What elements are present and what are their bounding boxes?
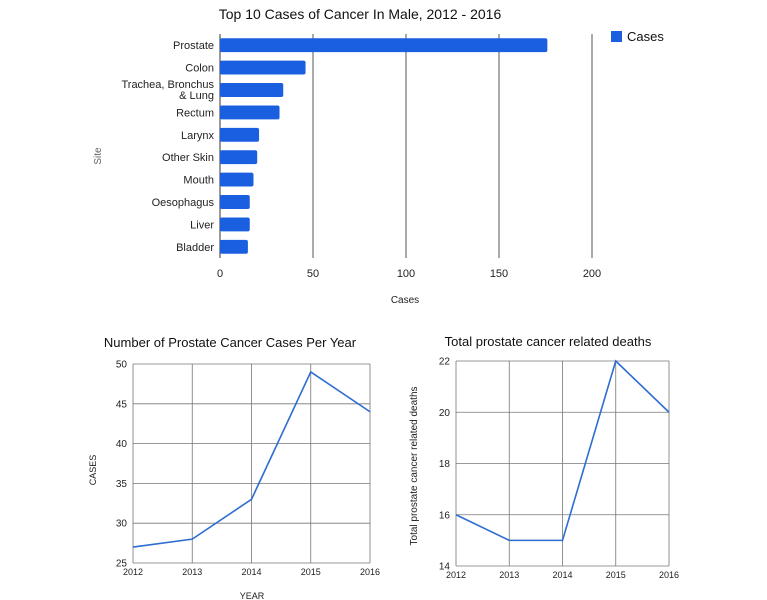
chart2-title: Number of Prostate Cancer Cases Per Year: [104, 335, 357, 350]
chart1-x-tick-label: 150: [490, 268, 508, 280]
chart2-y-tick-label: 35: [116, 479, 128, 490]
chart1-category-label: Mouth: [183, 175, 214, 187]
chart1-bar: [220, 83, 284, 97]
chart1-bar: [220, 150, 258, 165]
chart3-y-tick-label: 18: [439, 459, 451, 470]
chart1-category-label-line: Trachea, Bronchus: [121, 79, 214, 91]
chart1-category-label-line: Mouth: [183, 175, 214, 187]
chart2-y-tick-label: 40: [116, 439, 128, 450]
chart1-bar: [220, 105, 280, 120]
chart1-bar: [220, 239, 248, 254]
chart1-title: Top 10 Cases of Cancer In Male, 2012 - 2…: [219, 6, 502, 22]
chart1-x-tick-label: 0: [217, 268, 223, 280]
chart2-x-axis-label: YEAR: [240, 591, 265, 600]
chart1-bar: [220, 217, 250, 232]
chart1-legend-label: Cases: [627, 29, 664, 44]
chart1-bar: [220, 60, 306, 75]
chart1-category-label: Bladder: [176, 242, 214, 254]
chart2-x-tick-label: 2015: [301, 567, 321, 577]
chart1-x-tick-label: 100: [397, 268, 415, 280]
chart1-category-label: Liver: [190, 219, 214, 231]
chart3-y-tick-label: 22: [439, 357, 451, 368]
chart2-x-tick-label: 2014: [241, 567, 261, 577]
chart1-category-label-line: Bladder: [176, 242, 214, 254]
chart1-category-label: Trachea, Bronchus & Lung: [121, 79, 214, 102]
chart1-category-label: Rectum: [176, 107, 214, 119]
chart2-y-axis-label: CASES: [88, 455, 98, 486]
chart3-y-tick-label: 20: [439, 408, 451, 419]
chart1-category-label-line: Rectum: [176, 107, 214, 119]
chart1-category-label-line: & Lung: [179, 90, 214, 102]
chart1-category-label-line: Other Skin: [162, 152, 214, 164]
chart1-bar: [220, 172, 254, 187]
chart3-y-tick-label: 14: [439, 562, 451, 573]
chart1-category-label: Oesophagus: [152, 197, 215, 209]
chart3-x-tick-label: 2016: [659, 570, 679, 580]
chart1-category-label-line: Oesophagus: [152, 197, 215, 209]
chart2-y-tick-label: 45: [116, 399, 128, 410]
chart2-y-tick-label: 50: [116, 360, 128, 371]
chart1-category-label: Prostate: [173, 40, 214, 52]
chart3-title: Total prostate cancer related deaths: [445, 334, 652, 349]
chart1-legend-swatch: [611, 31, 622, 42]
chart1-x-tick-label: 50: [307, 268, 319, 280]
chart1-bar: [220, 127, 260, 142]
chart1-category-label: Colon: [185, 63, 214, 75]
chart3-y-axis-label: Total prostate cancer related deaths: [409, 387, 420, 546]
chart2-x-tick-label: 2012: [123, 567, 143, 577]
chart1-y-axis-label: Site: [93, 147, 104, 165]
chart1-bar: [220, 38, 548, 53]
chart3-x-tick-label: 2012: [446, 570, 466, 580]
chart1-category-label: Other Skin: [162, 152, 214, 164]
chart1-category-label-line: Colon: [185, 63, 214, 75]
chart3-y-tick-label: 16: [439, 510, 451, 521]
chart1-bar: [220, 195, 250, 209]
chart1-category-label-line: Liver: [190, 219, 214, 231]
chart2-y-tick-label: 30: [116, 519, 128, 530]
chart1-category-label-line: Prostate: [173, 40, 214, 52]
chart1-category-label-line: Larynx: [181, 130, 215, 142]
chart3-x-tick-label: 2013: [499, 570, 519, 580]
chart2-x-tick-label: 2016: [360, 567, 380, 577]
chart1-x-axis-label: Cases: [391, 295, 419, 306]
chart1-category-label: Larynx: [181, 130, 215, 142]
chart2-x-tick-label: 2013: [182, 567, 202, 577]
chart1-x-tick-label: 200: [583, 268, 601, 280]
chart3-x-tick-label: 2015: [606, 570, 626, 580]
chart3-x-tick-label: 2014: [552, 570, 572, 580]
chart2-y-tick-label: 25: [116, 559, 128, 570]
